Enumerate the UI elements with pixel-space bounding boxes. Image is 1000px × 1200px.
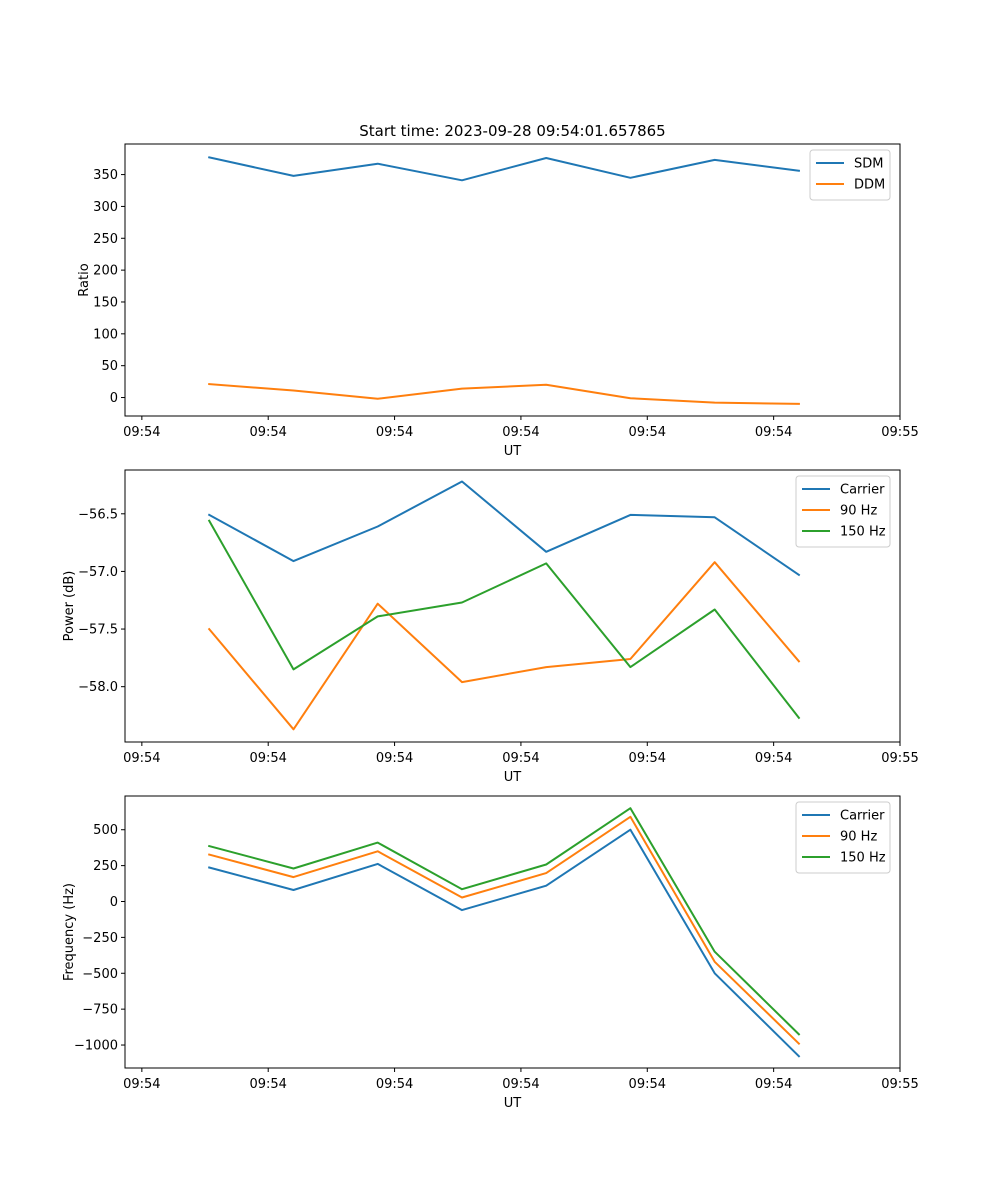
series-line-carrier — [207, 480, 801, 577]
legend-label: SDM — [854, 157, 883, 172]
y-tick-label: −56.5 — [78, 507, 118, 522]
y-tick-label: 0 — [110, 391, 118, 406]
x-tick-label: 09:54 — [755, 425, 792, 440]
legend-box — [795, 475, 891, 548]
y-tick-label: −57.5 — [78, 623, 118, 638]
legend-label: Carrier — [840, 809, 885, 824]
y-tick-label: 50 — [101, 359, 118, 374]
y-tick-label: −1000 — [74, 1039, 118, 1054]
x-axis-label: UT — [504, 1096, 522, 1111]
series-line-90-hz — [207, 561, 801, 731]
x-tick-label: 09:54 — [755, 1077, 792, 1092]
series-line-carrier — [207, 828, 801, 1058]
y-tick-label: −57.0 — [78, 565, 118, 580]
y-tick-label: 250 — [93, 232, 118, 247]
y-axis-label: Power (dB) — [62, 571, 77, 642]
y-tick-label: −500 — [82, 967, 118, 982]
plot-frame — [124, 469, 901, 743]
x-tick-label: 09:54 — [376, 425, 413, 440]
x-tick-label: 09:54 — [376, 751, 413, 766]
chart-panel-1: 09:54 09:54 09:54 09:54 09:54 09:54 09:55 0 50 10… — [77, 143, 919, 459]
y-tick-label: −58.0 — [78, 680, 118, 695]
x-axis-label: UT — [504, 770, 522, 785]
x-tick-label: 09:54 — [123, 425, 160, 440]
x-tick-label: 09:54 — [502, 425, 539, 440]
y-tick-label: 100 — [93, 327, 118, 342]
legend-label: 90 Hz — [840, 504, 877, 519]
x-tick-label: 09:54 — [629, 425, 666, 440]
plot-frame — [124, 795, 901, 1069]
x-tick-label: 09:54 — [629, 751, 666, 766]
legend: Carrier 90 Hz 150 Hz — [795, 801, 891, 874]
y-axis-label: Frequency (Hz) — [62, 883, 77, 981]
series-line-sdm — [208, 156, 801, 182]
x-tick-label: 09:55 — [881, 425, 918, 440]
legend-label: 150 Hz — [840, 525, 886, 540]
x-tick-label: 09:54 — [249, 751, 286, 766]
series-line-150-hz — [207, 519, 801, 720]
x-tick-label: 09:54 — [123, 751, 160, 766]
y-tick-label: 150 — [93, 295, 118, 310]
legend-label: 90 Hz — [840, 830, 877, 845]
x-tick-label: 09:54 — [502, 751, 539, 766]
x-tick-label: 09:55 — [881, 1077, 918, 1092]
chart-panel-3: 09:54 09:54 09:54 09:54 09:54 09:54 09:55 −1000… — [62, 795, 919, 1111]
y-tick-label: −750 — [82, 1003, 118, 1018]
legend-box — [795, 801, 891, 874]
series-line-90-hz — [207, 815, 801, 1046]
y-tick-label: 200 — [93, 264, 118, 279]
x-tick-label: 09:54 — [502, 1077, 539, 1092]
y-tick-label: 500 — [93, 823, 118, 838]
x-tick-label: 09:54 — [755, 751, 792, 766]
legend-label: DDM — [854, 178, 885, 193]
y-axis-label: Ratio — [77, 263, 92, 296]
plot-frame — [124, 143, 901, 417]
x-tick-label: 09:54 — [123, 1077, 160, 1092]
x-axis-label: UT — [504, 444, 522, 459]
y-tick-label: 0 — [110, 895, 118, 910]
legend: SDM DDM — [809, 149, 891, 201]
legend-label: 150 Hz — [840, 851, 886, 866]
x-tick-label: 09:55 — [881, 751, 918, 766]
x-tick-label: 09:54 — [249, 1077, 286, 1092]
series-line-ddm — [208, 383, 800, 405]
legend: Carrier 90 Hz 150 Hz — [795, 475, 891, 548]
series-line-150-hz — [207, 807, 801, 1036]
legend-label: Carrier — [840, 483, 885, 498]
x-tick-label: 09:54 — [249, 425, 286, 440]
y-tick-label: 300 — [93, 200, 118, 215]
x-tick-label: 09:54 — [376, 1077, 413, 1092]
y-tick-label: 250 — [93, 859, 118, 874]
x-tick-label: 09:54 — [629, 1077, 666, 1092]
y-tick-label: −250 — [82, 931, 118, 946]
chart-panel-2: 09:54 09:54 09:54 09:54 09:54 09:54 09:55 −58.0… — [62, 469, 919, 785]
chart-title: Start time: 2023-09-28 09:54:01.657865 — [359, 122, 665, 140]
y-tick-label: 350 — [93, 168, 118, 183]
